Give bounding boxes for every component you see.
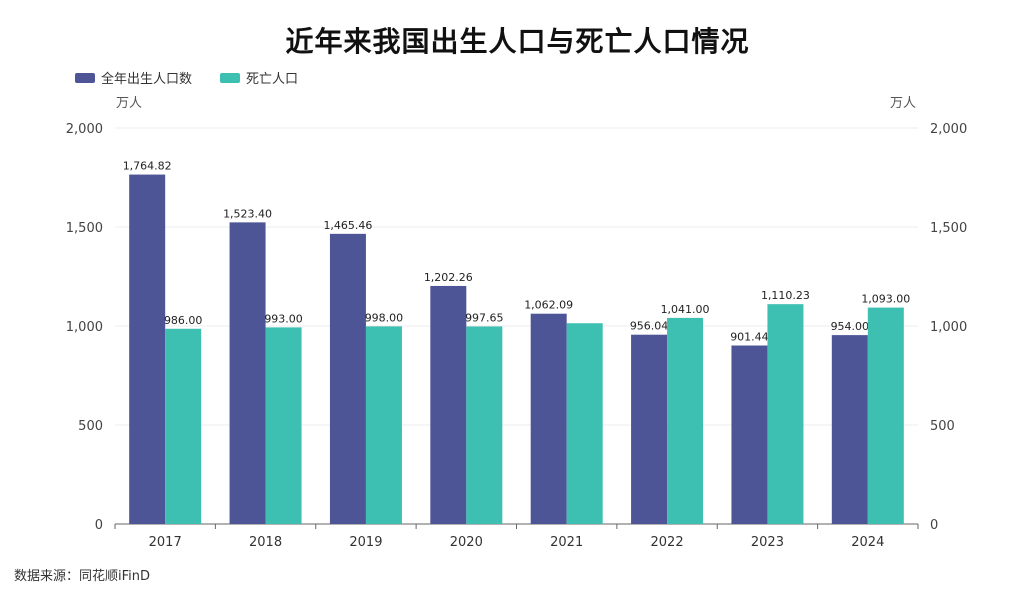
legend-swatch-deaths: [220, 72, 241, 83]
y-tick-label-right: 1,000: [930, 320, 967, 335]
data-label-births: 901.44: [730, 331, 769, 344]
legend-item-deaths[interactable]: 死亡人口: [220, 68, 298, 87]
legend-item-births[interactable]: 全年出生人口数: [75, 68, 192, 87]
data-label-deaths: 986.00: [164, 314, 203, 327]
bar-births: [430, 285, 467, 524]
y-axis-unit-right: 万人: [890, 96, 917, 111]
bar-births: [129, 174, 166, 524]
x-tick-label: 2018: [249, 535, 282, 550]
y-tick-label-right: 500: [930, 419, 955, 434]
x-tick-label: 2020: [450, 535, 483, 550]
x-tick-label: 2022: [651, 535, 684, 550]
bar-births: [731, 345, 768, 524]
bar-births: [831, 335, 868, 524]
y-tick-label-left: 1,000: [66, 320, 103, 335]
data-label-deaths: 997.65: [465, 311, 504, 324]
x-tick-label: 2017: [149, 535, 182, 550]
y-tick-label-right: 0: [930, 518, 938, 533]
bar-births: [229, 222, 266, 524]
data-label-births: 1,062.09: [524, 299, 573, 312]
y-axis-unit-left: 万人: [116, 96, 143, 111]
legend-label-births: 全年出生人口数: [101, 72, 193, 87]
legend-label-deaths: 死亡人口: [246, 72, 299, 87]
y-tick-label-right: 2,000: [930, 122, 967, 137]
legend: 全年出生人口数 死亡人口: [75, 68, 298, 87]
bar-deaths: [466, 326, 503, 524]
bar-births: [530, 313, 567, 524]
x-tick-label: 2023: [751, 535, 784, 550]
bar-deaths: [667, 317, 704, 524]
data-label-births: 956.04: [630, 320, 669, 333]
y-tick-label-left: 1,500: [66, 221, 103, 236]
data-label-births: 1,764.82: [123, 160, 172, 173]
y-tick-label-left: 0: [95, 518, 103, 533]
y-tick-label-left: 2,000: [66, 122, 103, 137]
x-tick-label: 2024: [851, 535, 884, 550]
data-label-deaths: 998.00: [365, 311, 404, 324]
y-tick-label-right: 1,500: [930, 221, 967, 236]
data-source: 数据来源：同花顺iFinD: [14, 569, 151, 584]
data-label-deaths: 1,110.23: [761, 289, 810, 302]
bar-births: [631, 334, 668, 524]
data-label-deaths: 1,041.00: [661, 303, 710, 316]
x-tick-label: 2019: [349, 535, 382, 550]
data-label-births: 1,465.46: [323, 219, 372, 232]
data-label-births: 1,202.26: [424, 271, 473, 284]
chart-title: 近年来我国出生人口与死亡人口情况: [285, 25, 750, 58]
bar-deaths: [265, 327, 302, 524]
data-label-deaths: 1,093.00: [861, 293, 910, 306]
x-tick-label: 2021: [550, 535, 583, 550]
data-label-births: 1,523.40: [223, 207, 272, 220]
bar-deaths: [867, 307, 904, 524]
data-label-deaths: 993.00: [264, 312, 303, 325]
y-tick-label-left: 500: [78, 419, 103, 434]
bar-deaths: [767, 304, 804, 524]
bar-births: [329, 233, 366, 524]
bar-deaths: [165, 328, 202, 524]
data-label-births: 954.00: [831, 320, 870, 333]
bar-deaths: [566, 323, 603, 524]
bar-deaths: [365, 326, 402, 524]
legend-swatch-births: [75, 72, 95, 83]
